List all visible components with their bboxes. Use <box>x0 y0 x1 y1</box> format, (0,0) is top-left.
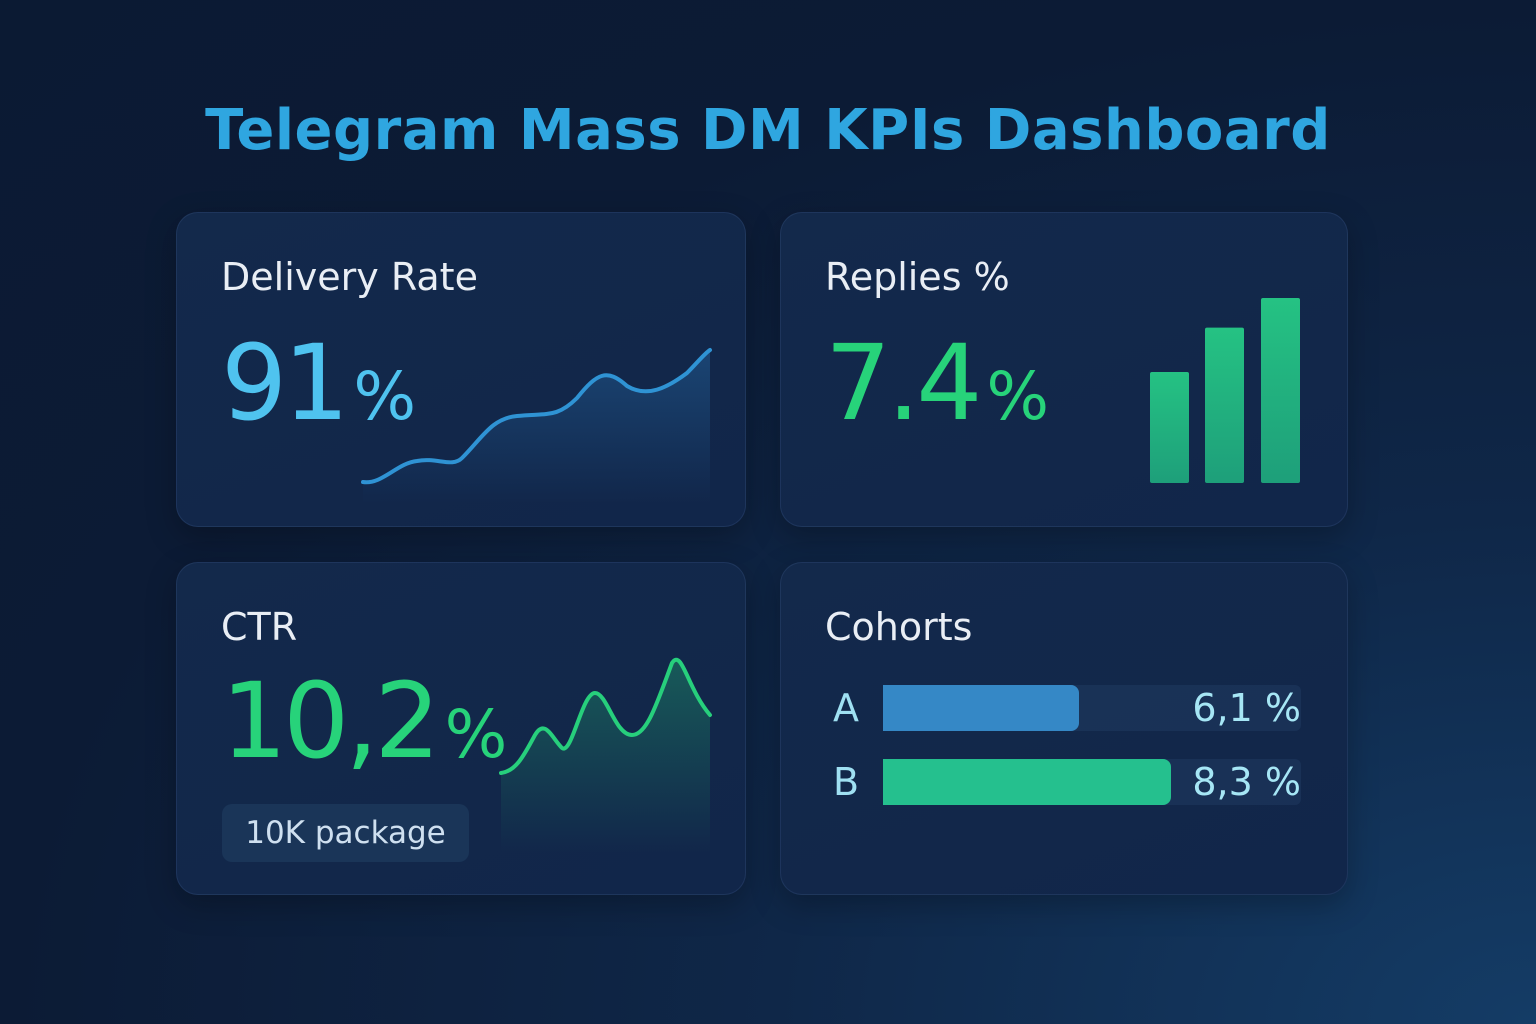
ctr-sparkline <box>499 658 712 853</box>
delivery-area <box>363 350 710 503</box>
delivery-unit: % <box>353 358 417 435</box>
ctr-area <box>501 659 710 853</box>
delivery-number: 91 <box>221 322 349 444</box>
replies-bar <box>1261 298 1300 483</box>
delivery-rate-label: Delivery Rate <box>221 255 478 299</box>
package-badge: 10K package <box>222 804 469 862</box>
ctr-card: CTR 10,2% 10K package <box>176 562 746 895</box>
cohort-name: B <box>833 760 860 804</box>
replies-value: 7.4% <box>825 331 1049 435</box>
cohort-row-a: A 6,1 % <box>781 685 1347 731</box>
replies-card: Replies % 7.4% <box>780 212 1348 527</box>
ctr-label: CTR <box>221 605 298 649</box>
ctr-line <box>499 658 712 775</box>
cohort-value: 8,3 % <box>1192 760 1301 804</box>
cohort-value: 6,1 % <box>1192 686 1301 730</box>
replies-bar <box>1150 372 1189 483</box>
delivery-rate-card: Delivery Rate 91% <box>176 212 746 527</box>
ctr-value: 10,2% <box>221 669 507 773</box>
cohort-track <box>883 759 1301 805</box>
replies-label: Replies % <box>825 255 1010 299</box>
ctr-number: 10,2 <box>221 660 441 782</box>
delivery-line <box>361 348 712 485</box>
replies-bar <box>1205 327 1244 483</box>
cohorts-label: Cohorts <box>825 605 973 649</box>
cohort-row-b: B 8,3 % <box>781 759 1347 805</box>
cohort-fill <box>883 759 1172 805</box>
replies-unit: % <box>986 358 1050 435</box>
page-title: Telegram Mass DM KPIs Dashboard <box>205 98 1331 163</box>
delivery-sparkline <box>361 348 712 503</box>
cohort-fill <box>883 685 1080 731</box>
ctr-unit: % <box>444 696 508 773</box>
cohort-name: A <box>833 686 859 730</box>
delivery-rate-value: 91% <box>221 331 416 435</box>
cohort-track <box>883 685 1301 731</box>
cohorts-card: Cohorts A 6,1 % B 8,3 % <box>780 562 1348 895</box>
replies-bar-chart <box>1150 298 1300 483</box>
replies-number: 7.4 <box>825 322 982 444</box>
